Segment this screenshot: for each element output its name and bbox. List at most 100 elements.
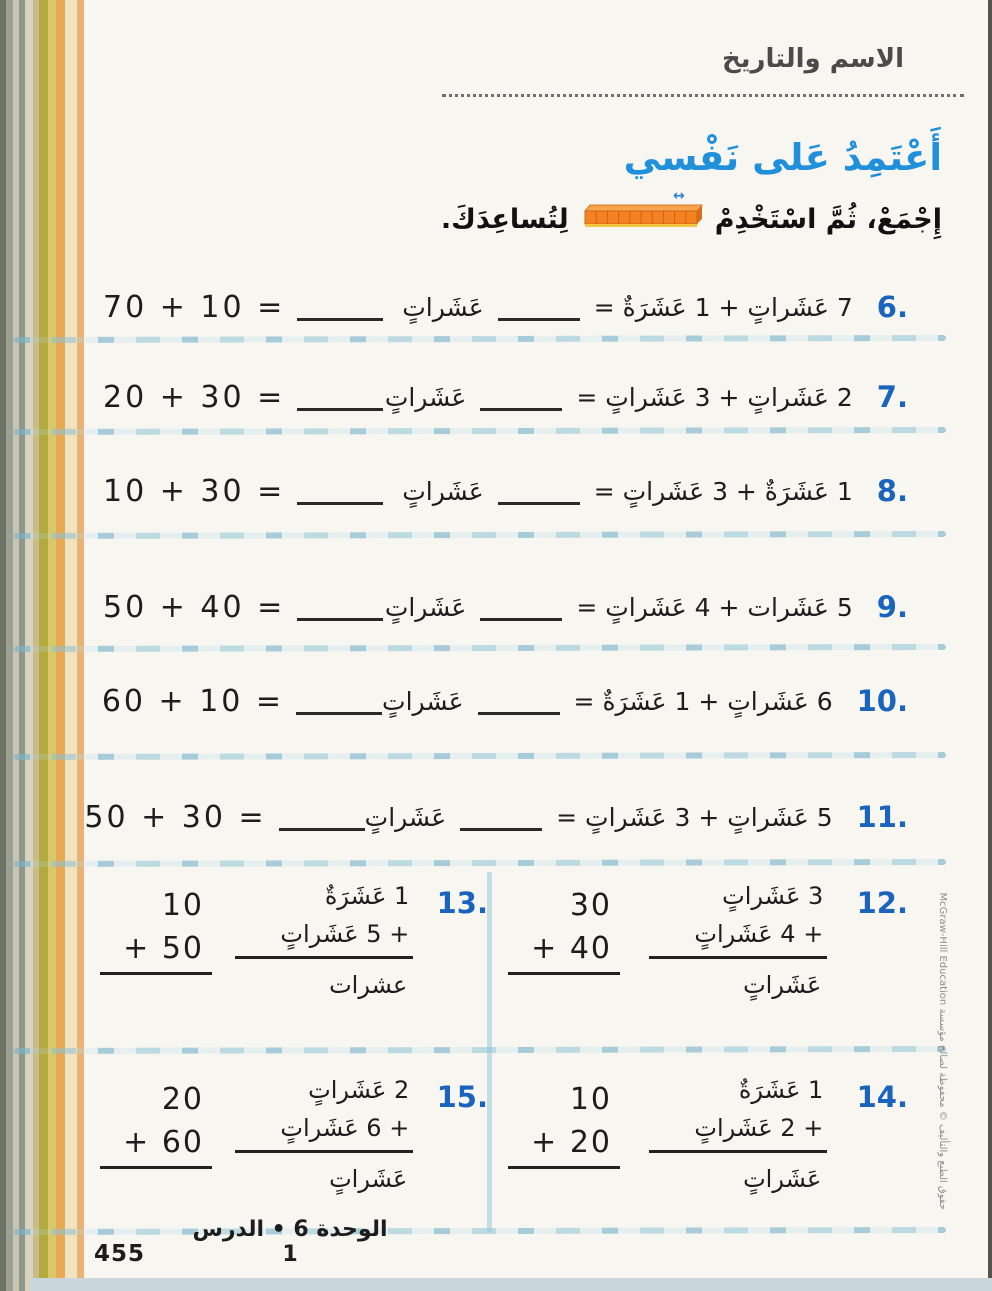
word-stack: 1 عَشَرَةٌ + 2 عَشَراتٍ عَشَراتٍ: [649, 1076, 828, 1193]
equation-text: 50 + 30 =: [84, 799, 267, 835]
copyright-vertical-text: حقوق الطبع والتأليف © محفوظة لصالح مؤسسة…: [937, 892, 948, 1210]
answer-blank: [297, 594, 384, 621]
answer-blank: [297, 384, 384, 411]
unit-word: عَشَراتٍ: [384, 382, 467, 412]
word-addend-1: 1 عَشَرَةٌ: [738, 1076, 824, 1104]
word-addend-1: 2 عَشَراتٍ: [308, 1076, 410, 1104]
problem-number: 13: [437, 886, 488, 920]
problem-number: 12: [857, 886, 908, 920]
problem-equation: 10 + 30 =: [103, 474, 384, 509]
problem-words: 7 2 عَشَراتٍ + 3 عَشَراتٍ = عَشَراتٍ: [385, 380, 908, 414]
problem-row-6: 6 7 عَشَراتٍ + 1 عَشَرَةٌ = عَشَراتٍ 70 …: [103, 278, 908, 336]
number-stack: 10 + 50: [100, 888, 213, 975]
word-answer-unit: عَشَراتٍ: [743, 971, 822, 999]
problem-number: 7: [877, 380, 908, 414]
word-addends: 3 عَشَراتٍ + 4 عَشَراتٍ: [649, 882, 828, 959]
answer-blank: [477, 688, 560, 715]
unit-word: عَشَراتٍ: [384, 592, 467, 622]
problem-equation: 70 + 10 =: [103, 289, 384, 325]
page-bottom-band: [30, 1278, 992, 1291]
problem-phrase: 2 عَشَراتٍ + 3 عَشَراتٍ =: [576, 382, 853, 412]
problem-row-9: 9 5 عَشَرات + 4 عَشَراتٍ = عَشَراتٍ 50 +…: [103, 578, 908, 636]
wavy-separator: [13, 859, 947, 867]
number-addend-2: + 60: [123, 1125, 205, 1160]
number-stack: 30 + 40: [508, 888, 621, 975]
word-answer-unit: عَشَراتٍ: [329, 1165, 408, 1193]
wavy-separator: [13, 644, 947, 652]
problem-equation: 60 + 10 =: [101, 683, 383, 719]
problem-number: 6: [877, 290, 908, 324]
instruction-text-after: لِتُساعِدَكَ.: [440, 204, 569, 235]
problem-number: 11: [857, 800, 908, 834]
number-addend-2: + 50: [123, 931, 205, 966]
problem-14: 14 1 عَشَرَةٌ + 2 عَشَراتٍ عَشَراتٍ 10 +…: [508, 1076, 908, 1193]
word-addend-2: + 5 عَشَراتٍ: [280, 920, 410, 948]
equation-text: 20 + 30 =: [103, 379, 286, 415]
word-addends: 1 عَشَرَةٌ + 2 عَشَراتٍ: [649, 1076, 828, 1153]
number-addend-2: + 40: [531, 931, 613, 966]
problem-row-11: 11 5 عَشَراتٍ + 3 عَشَراتٍ = عَشَراتٍ 50…: [84, 788, 908, 846]
number-addend-2: + 20: [531, 1125, 613, 1160]
double-arrow-icon: ↔: [672, 188, 685, 204]
wavy-separator: [13, 335, 947, 343]
unit-word: عَشَراتٍ: [364, 802, 447, 832]
problem-number: 15: [437, 1080, 488, 1114]
problem-words: 6 7 عَشَراتٍ + 1 عَشَرَةٌ = عَشَراتٍ: [402, 290, 908, 324]
word-answer-unit: عشرات: [329, 971, 408, 999]
word-addend-1: 1 عَشَرَةٌ: [324, 882, 410, 910]
problem-row-10: 10 6 عَشَراتٍ + 1 عَشَرَةٌ = عَشَراتٍ 60…: [101, 672, 908, 730]
word-addends: 1 عَشَرَةٌ + 5 عَشَراتٍ: [235, 882, 414, 959]
problem-words: 11 5 عَشَراتٍ + 3 عَشَراتٍ = عَشَراتٍ: [365, 800, 908, 834]
word-answer-unit: عَشَراتٍ: [743, 1165, 822, 1193]
answer-blank: [497, 478, 580, 505]
number-addend-1: 10: [569, 1082, 613, 1117]
problem-phrase: 6 عَشَراتٍ + 1 عَشَرَةٌ =: [573, 686, 833, 716]
answer-blank: [278, 804, 365, 831]
word-addend-2: + 4 عَشَراتٍ: [694, 920, 824, 948]
page-number: 455: [94, 1241, 146, 1267]
name-date-line: [442, 94, 964, 97]
problem-words: 8 1 عَشَرَةٌ + 3 عَشَراتٍ = عَشَراتٍ: [402, 474, 908, 508]
equation-text: 60 + 10 =: [101, 683, 285, 719]
answer-blank: [297, 478, 384, 505]
word-stack: 1 عَشَرَةٌ + 5 عَشَراتٍ عشرات: [235, 882, 414, 999]
wavy-separator: [13, 427, 947, 435]
unit-word: عَشَراتٍ: [382, 686, 464, 716]
equation-text: 70 + 10 =: [103, 289, 286, 325]
word-addend-1: 3 عَشَراتٍ: [722, 882, 824, 910]
answer-blank: [480, 594, 563, 621]
wavy-separator: [13, 1046, 947, 1054]
problem-number: 8: [877, 474, 908, 508]
problem-row-8: 8 1 عَشَرَةٌ + 3 عَشَراتٍ = عَشَراتٍ 10 …: [103, 462, 908, 520]
page-title: أَعْتَمِدُ عَلى نَفْسي: [623, 136, 942, 179]
number-addend-1: 20: [161, 1082, 205, 1117]
problem-number: 9: [877, 590, 908, 624]
number-addend-1: 30: [569, 888, 613, 923]
number-stack: 20 + 60: [100, 1082, 213, 1169]
wavy-separator: [13, 752, 947, 760]
problem-row-7: 7 2 عَشَراتٍ + 3 عَشَراتٍ = عَشَراتٍ 20 …: [103, 368, 908, 426]
number-addend-1: 10: [161, 888, 205, 923]
problem-15: 15 2 عَشَراتٍ + 6 عَشَراتٍ عَشَراتٍ 20 +…: [100, 1076, 488, 1193]
page-right-edge: [988, 0, 992, 1291]
problem-words: 9 5 عَشَرات + 4 عَشَراتٍ = عَشَراتٍ: [385, 590, 908, 624]
wavy-separator: [13, 1227, 947, 1235]
word-stack: 2 عَشَراتٍ + 6 عَشَراتٍ عَشَراتٍ: [235, 1076, 414, 1193]
equation-text: 50 + 40 =: [103, 589, 286, 625]
problem-phrase: 7 عَشَراتٍ + 1 عَشَرَةٌ =: [593, 292, 853, 322]
problem-number: 10: [857, 684, 908, 718]
instruction-line: إِجْمَعْ، ثُمَّ اسْتَخْدِمْ ↔ لِتُساعِدَ…: [440, 188, 942, 235]
answer-blank: [297, 294, 384, 321]
unit-word: عَشَراتٍ: [402, 476, 484, 506]
problem-12: 12 3 عَشَراتٍ + 4 عَشَراتٍ عَشَراتٍ 30 +…: [508, 882, 908, 999]
answer-blank: [296, 688, 383, 715]
word-addend-2: + 6 عَشَراتٍ: [280, 1114, 410, 1142]
base-ten-rod-icon: ↔: [581, 188, 703, 235]
answer-blank: [480, 384, 563, 411]
number-stack: 10 + 20: [508, 1082, 621, 1169]
wavy-separator: [13, 531, 947, 539]
problem-equation: 50 + 40 =: [103, 589, 384, 625]
problem-equation: 20 + 30 =: [103, 379, 384, 415]
answer-blank: [460, 804, 543, 831]
